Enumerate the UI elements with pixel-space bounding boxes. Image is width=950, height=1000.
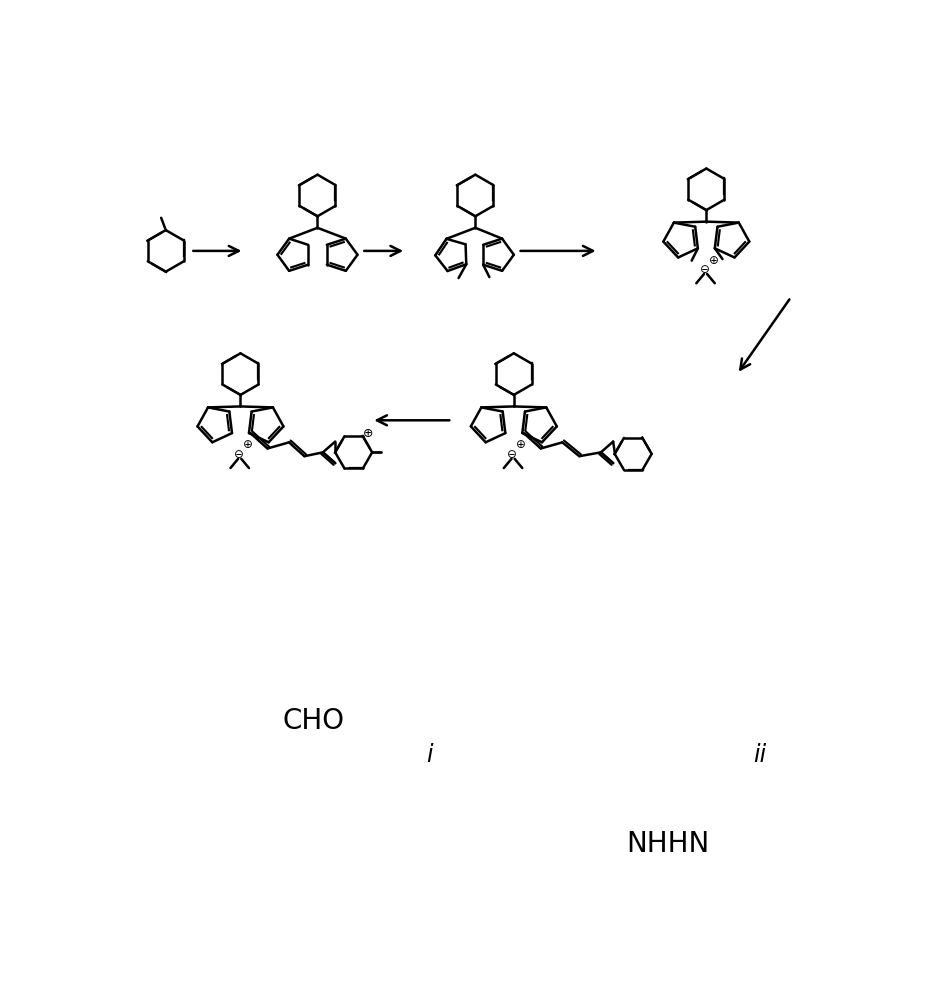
Text: $\oplus$: $\oplus$	[362, 427, 373, 440]
Text: i: i	[426, 743, 432, 767]
Text: $\ominus$: $\ominus$	[698, 263, 710, 276]
Text: $\ominus$: $\ominus$	[233, 448, 243, 461]
Text: ii: ii	[753, 743, 767, 767]
Text: $\oplus$: $\oplus$	[515, 438, 526, 451]
Text: $\ominus$: $\ominus$	[506, 448, 517, 461]
Text: $\oplus$: $\oplus$	[708, 254, 719, 267]
Text: NHHN: NHHN	[626, 830, 710, 858]
Text: CHO: CHO	[283, 707, 345, 735]
Text: $\oplus$: $\oplus$	[242, 438, 253, 451]
